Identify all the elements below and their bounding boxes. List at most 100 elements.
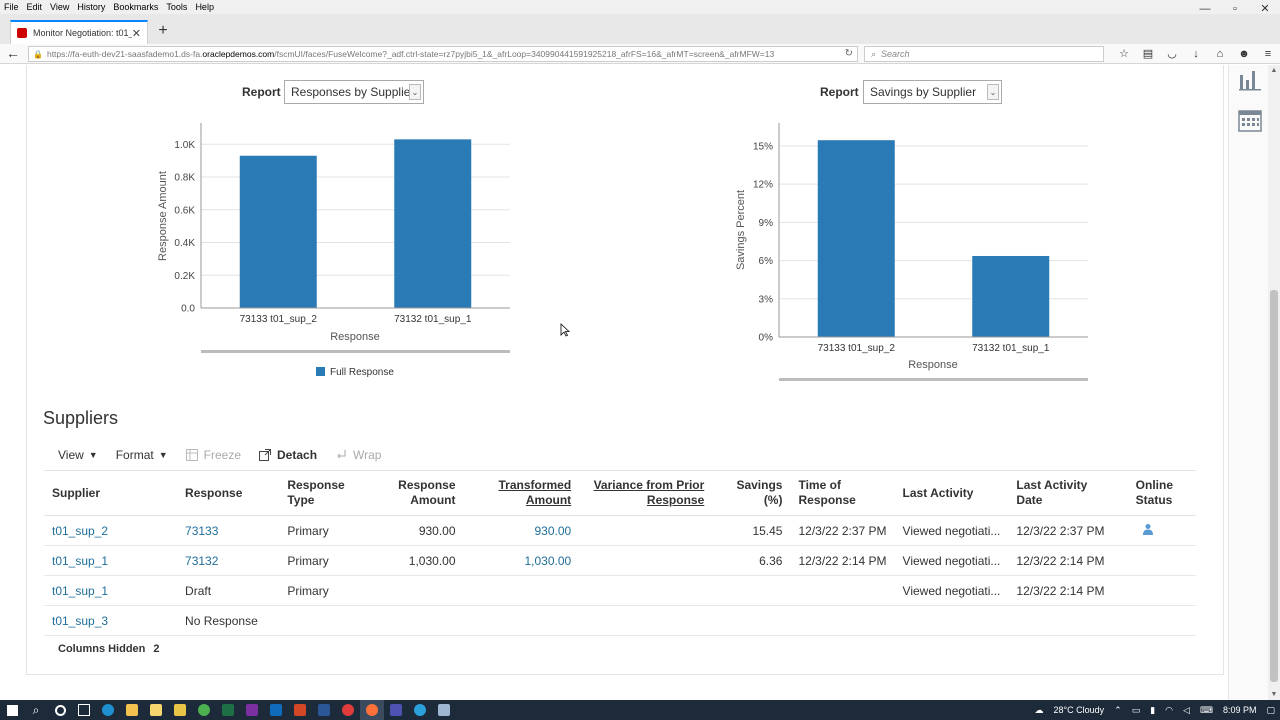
minimize-button[interactable]: — [1199,3,1211,15]
back-arrow-icon[interactable]: ← [6,45,20,61]
menu-edit[interactable]: Edit [26,2,43,12]
left-report-select[interactable]: Responses by Supplier ⌄ [284,80,424,104]
firefox-app-icon[interactable] [360,700,384,720]
wrap-button[interactable]: Wrap [335,448,381,462]
col-header-last-activity-date[interactable]: Last Activity Date [1008,470,1128,516]
bookmark-star-icon[interactable]: ☆ [1119,48,1129,60]
excel-app-icon[interactable] [216,700,240,720]
edge-app-icon[interactable] [96,700,120,720]
media-app-icon[interactable] [168,700,192,720]
col-header-response[interactable]: Response [177,470,280,516]
table-row[interactable]: t01_sup_3 No Response [44,605,1196,636]
dropdown-caret-icon: ▼ [88,450,98,460]
time-of-response-cell: 12/3/22 2:37 PM [790,515,895,546]
col-header-time-of-response[interactable]: Time of Response [790,470,895,516]
analytics-chart-icon[interactable] [1237,67,1263,93]
library-icon[interactable]: ▤ [1142,48,1154,60]
hamburger-menu-icon[interactable]: ≡ [1264,48,1272,60]
cortana-icon[interactable] [48,700,72,720]
page-vertical-scrollbar[interactable]: ▲ ▼ [1268,65,1280,700]
detach-button[interactable]: Detach [259,448,317,462]
col-header-variance[interactable]: Variance from Prior Response [579,470,713,516]
scroll-up-arrow-icon[interactable]: ▲ [1270,67,1278,74]
home-icon[interactable]: ⌂ [1216,48,1224,60]
address-bar[interactable]: 🔒 https://fa-euth-dev21-saasfademo1.ds-f… [28,46,858,62]
menu-bookmarks[interactable]: Bookmarks [113,2,159,12]
transformed-amount-link[interactable]: 930.00 [463,515,580,546]
wifi-icon[interactable]: ◠ [1165,704,1174,715]
col-header-savings[interactable]: Savings (%) [712,470,791,516]
clock-text[interactable]: 8:09 PM [1222,705,1257,715]
format-menu-button[interactable]: Format ▼ [116,448,168,462]
onenote-app-icon[interactable] [240,700,264,720]
weather-text[interactable]: 28°C Cloudy [1053,705,1105,715]
table-row[interactable]: t01_sup_2 73133 Primary 930.00 930.00 15… [44,515,1196,546]
chat-icon[interactable]: ☻ [1238,48,1250,60]
outlook-app-icon[interactable] [264,700,288,720]
download-icon[interactable]: ↓ [1193,48,1199,60]
store-app-icon[interactable] [144,700,168,720]
tab-strip: Monitor Negotiation: t01_... ✕ + [0,14,1280,44]
table-row[interactable]: t01_sup_1 Draft Primary Viewed negotiati… [44,575,1196,606]
windows-start-icon[interactable] [0,700,24,720]
file-explorer-icon[interactable] [120,700,144,720]
volume-icon[interactable]: ◁ [1183,704,1190,715]
menu-view[interactable]: View [50,2,70,12]
freeze-button[interactable]: Freeze [185,448,241,462]
keyboard-icon[interactable]: ⌨ [1199,704,1213,715]
pocket-icon[interactable]: ◡ [1167,48,1177,60]
scroll-down-arrow-icon[interactable]: ▼ [1270,691,1278,698]
taskbar-search-icon[interactable]: ⌕ [32,702,40,717]
response-amount-cell [373,605,464,636]
new-tab-icon[interactable]: + [158,22,168,39]
dropdown-caret-icon: ▼ [158,450,168,460]
battery-icon[interactable]: ▮ [1150,704,1156,715]
close-tab-icon[interactable]: ✕ [131,27,141,40]
supplier-link[interactable]: t01_sup_3 [44,605,178,636]
telegram-app-icon[interactable] [408,700,432,720]
col-header-supplier[interactable]: Supplier [44,470,178,516]
browser-tab-active[interactable]: Monitor Negotiation: t01_... ✕ [10,20,148,44]
col-header-response-type[interactable]: Response Type [279,470,374,516]
last-activity-cell: Viewed negotiati... [894,575,1009,606]
response-link[interactable]: 73132 [177,545,280,576]
word-app-icon[interactable] [312,700,336,720]
chart-scrollbar[interactable] [779,378,1088,381]
supplier-link[interactable]: t01_sup_2 [44,515,178,546]
table-row[interactable]: t01_sup_1 73132 Primary 1,030.00 1,030.0… [44,545,1196,576]
teams-app-icon[interactable] [384,700,408,720]
col-header-response-amount[interactable]: Response Amount [373,470,464,516]
menu-help[interactable]: Help [195,2,214,12]
menu-file[interactable]: File [4,2,19,12]
chrome-app-icon[interactable] [192,700,216,720]
url-host: oraclepdemos.com [202,49,275,59]
menu-history[interactable]: History [77,2,106,12]
network-icon[interactable]: ▭ [1131,704,1141,715]
scrollbar-thumb[interactable] [1270,290,1278,682]
reload-icon[interactable]: ↻ [844,48,853,59]
right-report-select[interactable]: Savings by Supplier ⌄ [863,80,1002,104]
chart-scrollbar[interactable] [201,350,510,353]
view-menu-button[interactable]: View ▼ [58,448,98,462]
online-user-icon[interactable] [1142,523,1154,535]
task-view-icon[interactable] [72,700,96,720]
calendar-icon[interactable] [1237,107,1263,133]
col-header-online-status[interactable]: Online Status [1127,470,1196,516]
close-window-button[interactable]: ✕ [1260,3,1270,15]
browser-search-input[interactable]: ⌕ Search [864,46,1104,62]
col-header-last-activity[interactable]: Last Activity [894,470,1009,516]
response-link[interactable]: 73133 [177,515,280,546]
response-amount-cell: 1,030.00 [373,545,464,576]
supplier-link[interactable]: t01_sup_1 [44,545,178,576]
maximize-button[interactable]: ▫ [1233,3,1237,15]
notes-app-icon[interactable] [432,700,456,720]
transformed-amount-link[interactable]: 1,030.00 [463,545,580,576]
chevron-up-icon[interactable]: ⌃ [1114,704,1122,715]
opera-app-icon[interactable] [336,700,360,720]
col-header-transformed-amount[interactable]: Transformed Amount [463,470,580,516]
supplier-link[interactable]: t01_sup_1 [44,575,178,606]
notification-icon[interactable]: ▢ [1266,704,1275,715]
y-tick-label: 3% [759,294,774,305]
powerpoint-app-icon[interactable] [288,700,312,720]
menu-tools[interactable]: Tools [166,2,188,12]
